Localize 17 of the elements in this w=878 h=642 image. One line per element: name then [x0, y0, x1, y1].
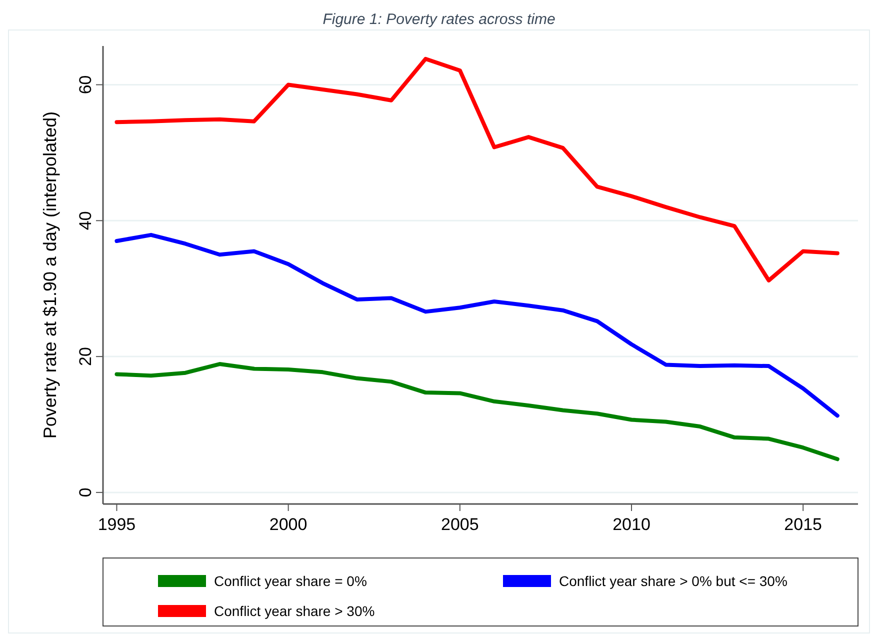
x-tick-label: 2005: [440, 515, 479, 534]
line-series: [114, 232, 840, 418]
legend-label: Conflict year share > 0% but <= 30%: [559, 573, 788, 589]
y-tick-label: 20: [76, 347, 95, 366]
legend-label: Conflict year share = 0%: [214, 573, 367, 589]
x-tick-label: 2010: [612, 515, 650, 534]
line-series: [114, 56, 840, 282]
y-tick-label: 40: [76, 211, 95, 230]
x-tick-label: 1995: [98, 515, 136, 534]
legend-label: Conflict year share > 30%: [214, 603, 375, 619]
y-tick-label: 60: [76, 75, 95, 94]
x-tick-label: 2015: [784, 515, 822, 534]
chart-title: Figure 1: Poverty rates across time: [322, 11, 556, 28]
x-tick-label: 2000: [269, 515, 308, 534]
y-axis-title: Poverty rate at $1.90 a day (interpolated): [40, 111, 60, 439]
y-tick-label: 0: [76, 488, 95, 498]
line-series: [114, 362, 840, 462]
